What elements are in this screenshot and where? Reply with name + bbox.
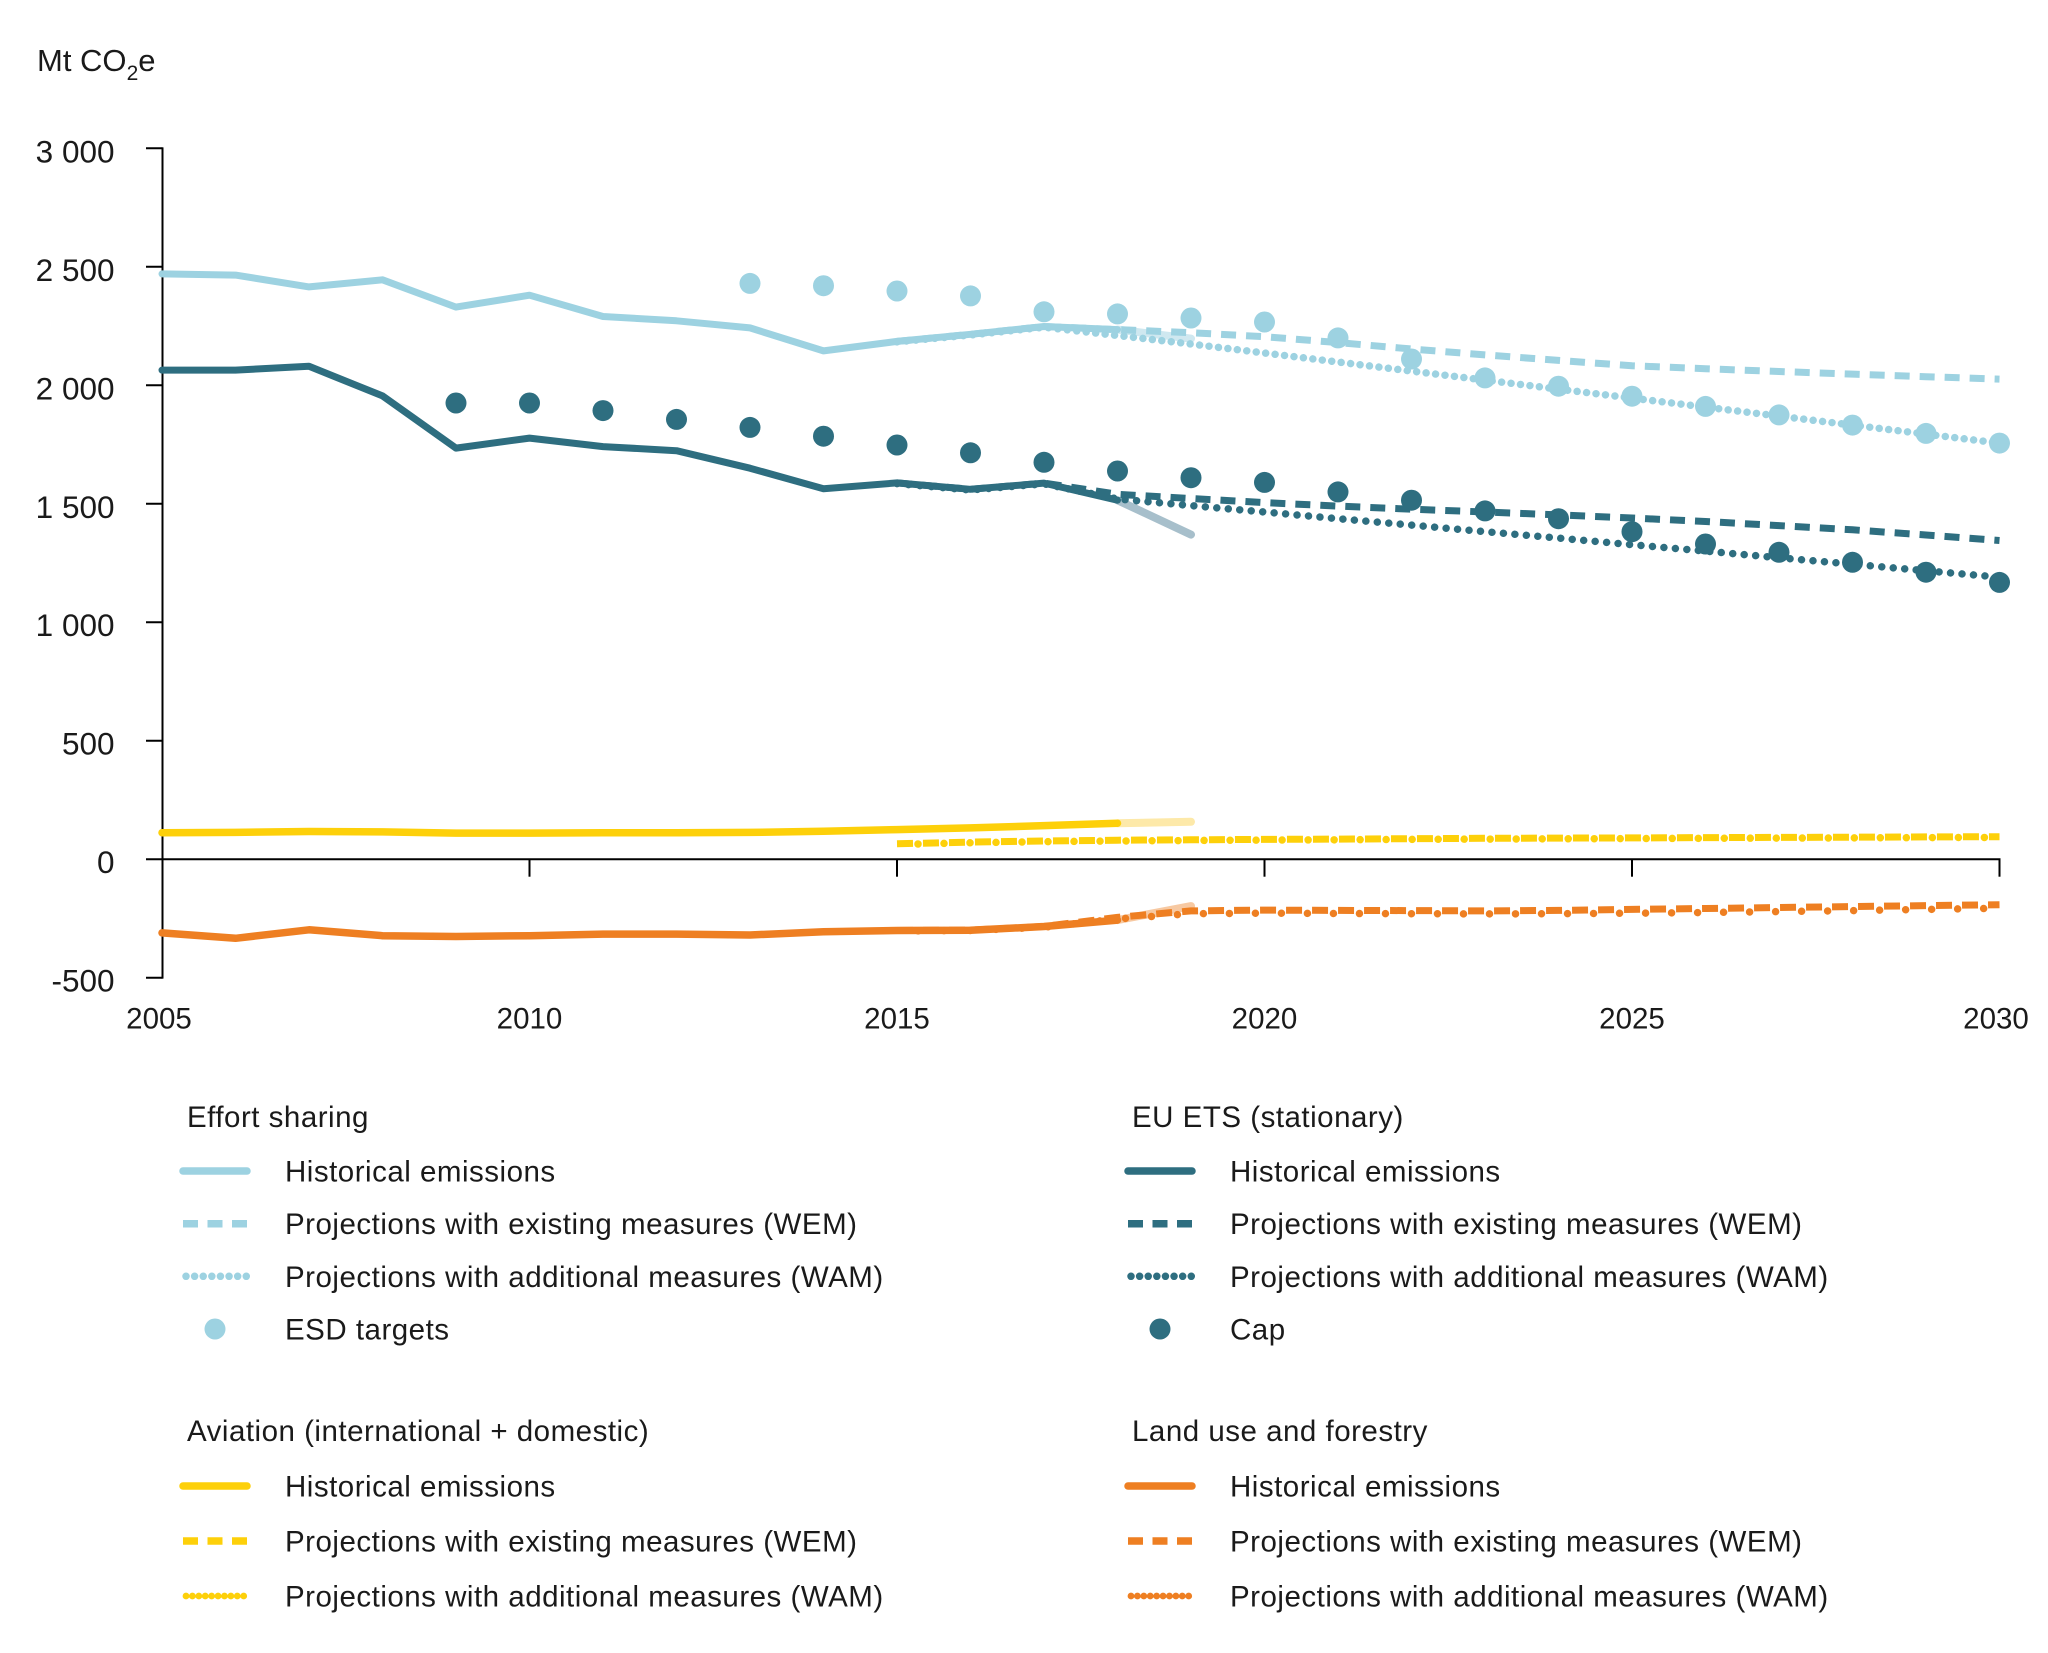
svg-text:2 000: 2 000 (36, 370, 115, 406)
svg-text:Projections with additional me: Projections with additional measures (WA… (1230, 1261, 1829, 1294)
svg-text:2020: 2020 (1232, 1003, 1298, 1036)
svg-text:Projections with existing meas: Projections with existing measures (WEM) (1230, 1208, 1802, 1241)
svg-text:1 500: 1 500 (36, 489, 115, 525)
svg-text:Historical emissions: Historical emissions (1230, 1156, 1501, 1189)
svg-text:Historical emissions: Historical emissions (285, 1471, 556, 1504)
svg-text:2025: 2025 (1599, 1003, 1665, 1036)
svg-text:Historical emissions: Historical emissions (285, 1156, 556, 1189)
svg-text:500: 500 (62, 726, 115, 762)
svg-text:Projections with existing meas: Projections with existing measures (WEM) (1230, 1526, 1802, 1559)
svg-text:Cap: Cap (1230, 1314, 1286, 1347)
svg-text:0: 0 (97, 844, 115, 880)
svg-text:Aviation (international + dome: Aviation (international + domestic) (187, 1415, 649, 1448)
svg-text:EU ETS (stationary): EU ETS (stationary) (1132, 1101, 1404, 1134)
svg-text:Projections with additional me: Projections with additional measures (WA… (285, 1581, 884, 1614)
svg-text:Projections with additional me: Projections with additional measures (WA… (285, 1261, 884, 1294)
svg-text:-500: -500 (51, 963, 114, 999)
svg-text:Projections with additional me: Projections with additional measures (WA… (1230, 1581, 1829, 1614)
svg-text:3 000: 3 000 (36, 133, 115, 169)
svg-text:Mt CO2e: Mt CO2e (37, 43, 156, 85)
svg-text:2015: 2015 (864, 1003, 930, 1036)
svg-text:Effort sharing: Effort sharing (187, 1101, 369, 1134)
svg-text:2005: 2005 (126, 1003, 192, 1036)
svg-text:1 000: 1 000 (36, 607, 115, 643)
svg-text:ESD targets: ESD targets (285, 1314, 450, 1347)
svg-text:2030: 2030 (1963, 1003, 2029, 1036)
svg-text:Projections with existing meas: Projections with existing measures (WEM) (285, 1208, 857, 1241)
svg-text:2010: 2010 (497, 1003, 563, 1036)
svg-text:Historical emissions: Historical emissions (1230, 1471, 1501, 1504)
svg-text:Land use and forestry: Land use and forestry (1132, 1415, 1428, 1448)
svg-text:2 500: 2 500 (36, 252, 115, 288)
svg-text:Projections with existing meas: Projections with existing measures (WEM) (285, 1526, 857, 1559)
